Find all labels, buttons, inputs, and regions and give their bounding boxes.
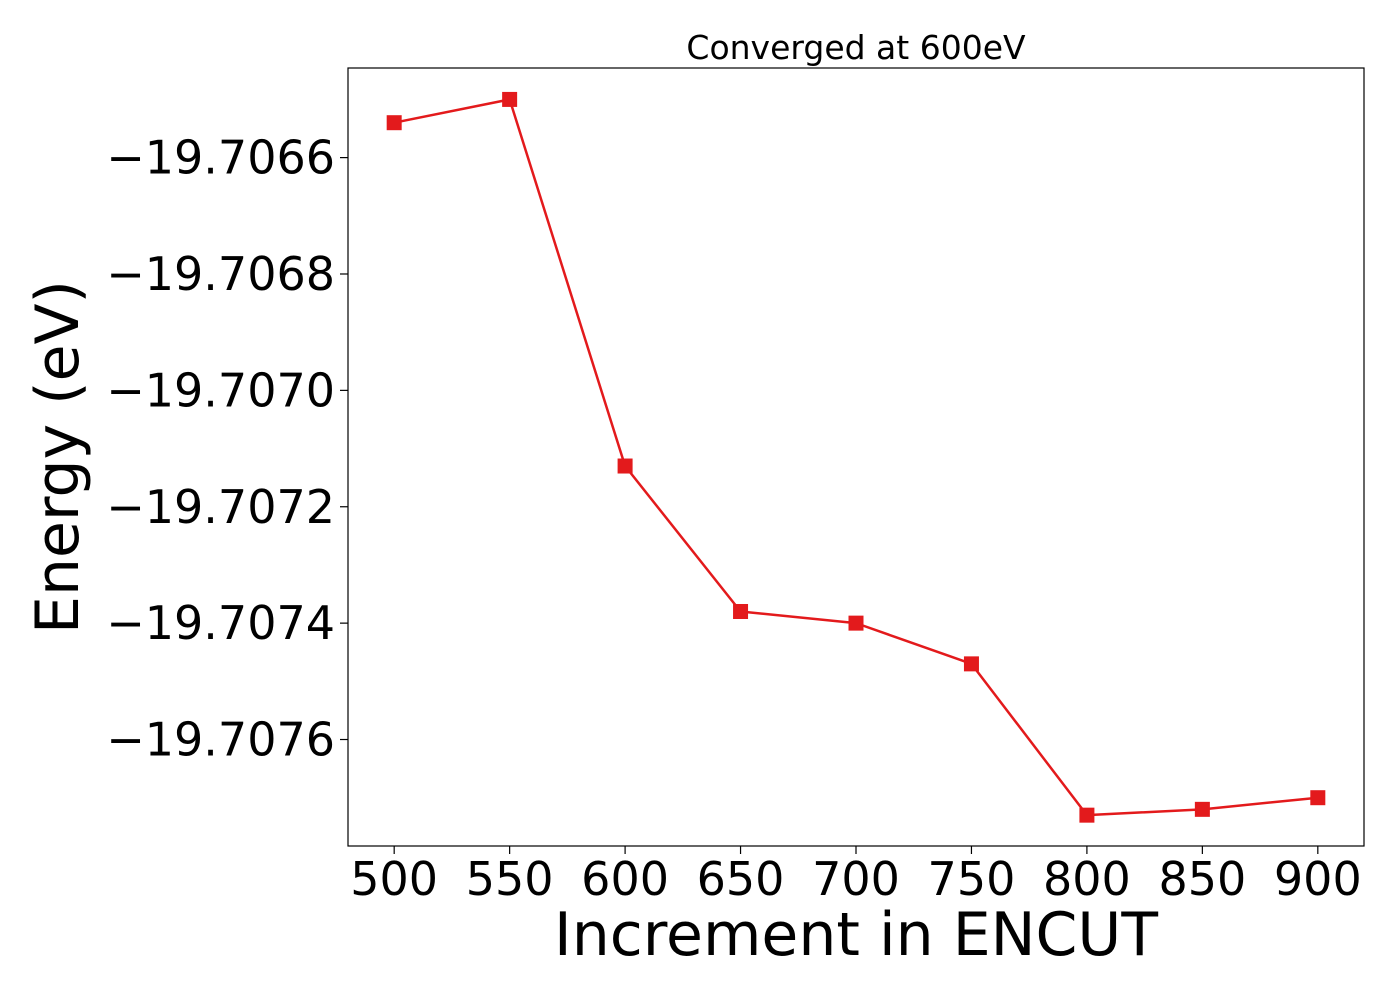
series-layer: [386, 91, 1326, 823]
x-tick-label: 750: [928, 852, 1016, 906]
x-tick-label: 800: [1043, 852, 1131, 906]
plot-frame: [347, 67, 1365, 847]
x-tick-label: 500: [350, 852, 438, 906]
data-point-marker: [386, 115, 402, 131]
x-tick-label: 850: [1158, 852, 1246, 906]
x-tick-label: 700: [812, 852, 900, 906]
series-line: [393, 98, 1318, 817]
y-tick-label: −19.7076: [106, 713, 335, 767]
y-tick-label: −19.7072: [106, 480, 335, 534]
x-tick-label: 600: [581, 852, 669, 906]
y-tick-label: −19.7074: [106, 596, 335, 650]
x-tick-label: 650: [697, 852, 785, 906]
data-point-marker: [848, 615, 864, 631]
x-tick-label: 900: [1274, 852, 1362, 906]
y-tick-label: −19.7068: [106, 247, 335, 301]
data-point-marker: [1194, 801, 1210, 817]
chart-title: Converged at 600eV: [686, 28, 1026, 67]
data-point-marker: [502, 91, 518, 107]
data-point-marker: [1310, 790, 1326, 806]
data-point-marker: [963, 656, 979, 672]
data-point-marker: [733, 603, 749, 619]
y-tick-label: −19.7070: [106, 363, 335, 417]
data-point-marker: [617, 458, 633, 474]
x-axis-title: Increment in ENCUT: [554, 900, 1158, 970]
axis-ticks: 500 550 600 650 700 750 800 850 900 −19.7066 −19.7…: [106, 131, 1361, 906]
y-tick-label: −19.7066: [106, 131, 335, 185]
data-point-marker: [1079, 807, 1095, 823]
y-axis-title: Energy (eV): [23, 280, 93, 634]
x-tick-label: 550: [466, 852, 554, 906]
